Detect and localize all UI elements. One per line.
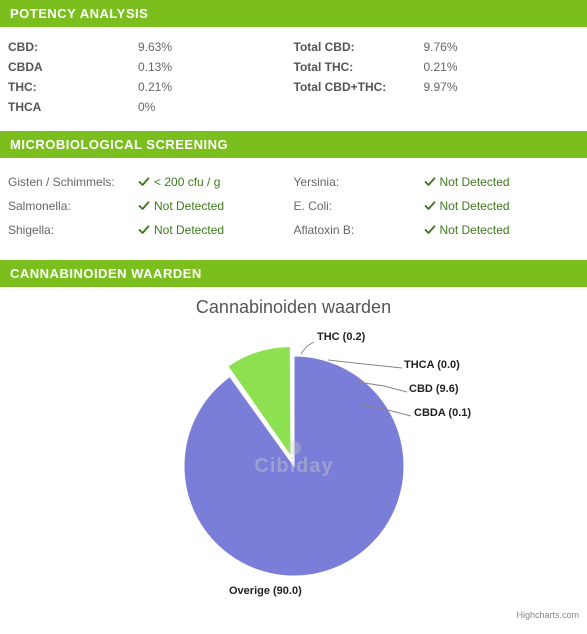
pie-label-thc: THC (0.2) <box>317 331 366 343</box>
micro-label: Aflatoxin B: <box>294 223 424 237</box>
potency-row: CBD:9.63% Total CBD:9.76% <box>8 37 579 57</box>
micro-value: Not Detected <box>424 223 510 237</box>
pie-label-cbd: CBD (9.6) <box>409 383 459 395</box>
pie-connector <box>301 342 314 354</box>
chart-watermark: Cibiday <box>254 455 333 477</box>
potency-label: Total THC: <box>294 60 424 74</box>
micro-header: MICROBIOLOGICAL SCREENING <box>0 131 587 158</box>
pie-label-cbda: CBDA (0.1) <box>414 407 471 419</box>
micro-value: Not Detected <box>138 223 224 237</box>
potency-value: 0.21% <box>138 80 248 94</box>
pie-chart: Cibiday Overige (90.0) THC (0.2) THCA (0.0)… <box>34 326 554 606</box>
potency-row: CBDA0.13% Total THC:0.21% <box>8 57 579 77</box>
chart-credits: Highcharts.com <box>0 606 587 628</box>
micro-row: Shigella:Not DetectedAflatoxin B:Not Det… <box>8 218 579 242</box>
pie-label-thca: THCA (0.0) <box>404 359 460 371</box>
potency-value: 9.76% <box>424 40 534 54</box>
micro-row: Salmonella:Not DetectedE. Coli:Not Detec… <box>8 194 579 218</box>
potency-value: 0.21% <box>424 60 534 74</box>
potency-label: THCA <box>8 100 138 114</box>
micro-value: Not Detected <box>424 199 510 213</box>
potency-value: 9.63% <box>138 40 248 54</box>
potency-label: Total CBD: <box>294 40 424 54</box>
micro-row: Gisten / Schimmels:< 200 cfu / g Yersinia… <box>8 170 579 194</box>
chart-title: Cannabinoiden waarden <box>0 297 587 318</box>
micro-label: Shigella: <box>8 223 138 237</box>
potency-value: 0.13% <box>138 60 248 74</box>
potency-row: THC:0.21% Total CBD+THC:9.97% <box>8 77 579 97</box>
micro-label: Yersinia: <box>294 175 424 189</box>
watermark-icon <box>287 441 301 455</box>
micro-value: < 200 cfu / g <box>138 175 220 189</box>
chart-header: CANNABINOIDEN WAARDEN <box>0 260 587 287</box>
potency-label: THC: <box>8 80 138 94</box>
micro-label: E. Coli: <box>294 199 424 213</box>
micro-label: Salmonella: <box>8 199 138 213</box>
potency-header: POTENCY ANALYSIS <box>0 0 587 27</box>
potency-value: 0% <box>138 100 248 114</box>
micro-label: Gisten / Schimmels: <box>8 175 138 189</box>
potency-row: THCA0% <box>8 97 579 117</box>
potency-label: Total CBD+THC: <box>294 80 424 94</box>
potency-label: CBD: <box>8 40 138 54</box>
chart-container: Cannabinoiden waarden Cibiday Overige (90… <box>0 287 587 634</box>
micro-value: Not Detected <box>424 175 510 189</box>
pie-label-overige: Overige (90.0) <box>229 585 302 597</box>
potency-label: CBDA <box>8 60 138 74</box>
potency-value: 9.97% <box>424 80 534 94</box>
micro-value: Not Detected <box>138 199 224 213</box>
micro-table: Gisten / Schimmels:< 200 cfu / g Yersinia… <box>0 158 587 260</box>
potency-table: CBD:9.63% Total CBD:9.76% CBDA0.13% Total T… <box>0 27 587 131</box>
